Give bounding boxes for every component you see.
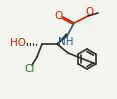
Text: O: O [54,11,62,21]
Text: Cl: Cl [25,64,35,74]
Text: NH: NH [58,37,74,47]
Polygon shape [57,33,68,44]
Text: O: O [85,7,93,17]
Text: HO: HO [10,38,26,48]
